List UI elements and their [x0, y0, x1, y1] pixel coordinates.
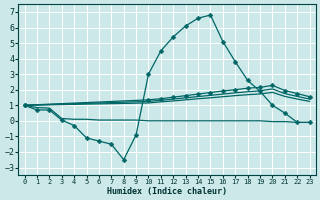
X-axis label: Humidex (Indice chaleur): Humidex (Indice chaleur) [107, 187, 227, 196]
